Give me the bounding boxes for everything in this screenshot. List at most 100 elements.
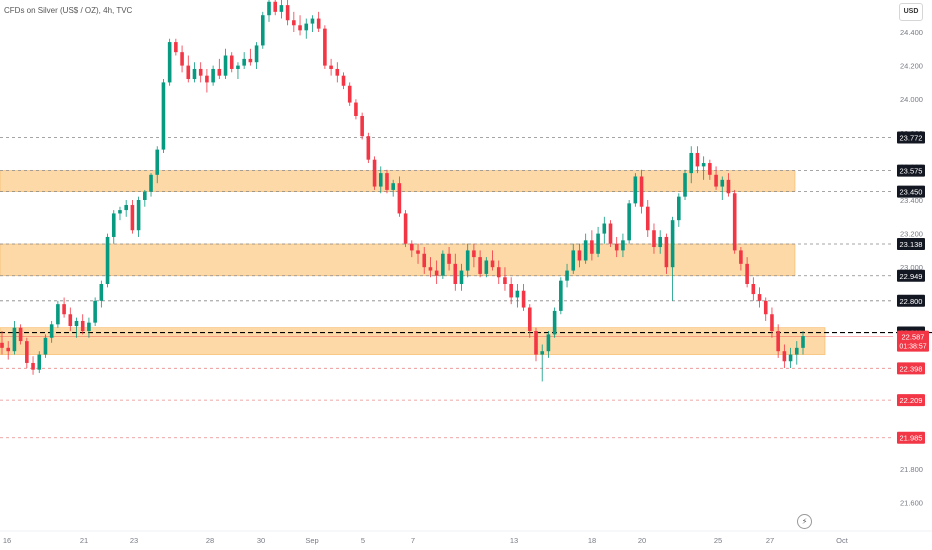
candle-body-92 xyxy=(571,250,576,271)
candle-body-119 xyxy=(739,250,743,264)
level-label-bg-9 xyxy=(897,431,925,444)
countdown-label: 01:38:57 xyxy=(899,344,926,351)
candle-body-125 xyxy=(776,331,780,352)
candle-body-6 xyxy=(37,354,42,370)
candle-body-75 xyxy=(465,250,470,271)
candle-body-111 xyxy=(689,152,694,174)
candle-body-91 xyxy=(565,270,569,281)
candle-body-0 xyxy=(0,342,4,348)
candle-body-47 xyxy=(292,20,296,26)
candle-body-16 xyxy=(99,284,104,301)
candle-body-78 xyxy=(484,260,489,274)
candle-body-68 xyxy=(422,253,427,268)
x-tick-7: 7 xyxy=(411,536,415,545)
level-label-bg-3 xyxy=(897,238,925,251)
candle-body-62 xyxy=(385,173,389,190)
x-tick-3: 28 xyxy=(206,536,214,545)
candle-body-23 xyxy=(143,191,147,200)
chart-title: CFDs on Silver (US$ / OZ), 4h, TVC xyxy=(4,6,133,15)
candle-body-108 xyxy=(670,220,675,268)
candle-body-101 xyxy=(627,203,631,241)
candle-body-61 xyxy=(378,173,383,187)
candle-body-59 xyxy=(366,136,371,160)
candle-body-107 xyxy=(664,236,669,268)
candle-body-30 xyxy=(186,65,191,80)
candle-body-76 xyxy=(472,250,476,258)
zone-1 xyxy=(0,243,796,277)
candle-body-127 xyxy=(788,354,793,362)
lightning-icon[interactable]: ⚡︎ xyxy=(797,514,812,529)
candle-body-65 xyxy=(403,213,408,244)
x-tick-5: Sep xyxy=(305,536,318,545)
candle-body-38 xyxy=(236,65,240,69)
candle-body-3 xyxy=(18,327,23,342)
candle-body-90 xyxy=(559,280,563,311)
candle-body-81 xyxy=(503,277,507,284)
candle-body-110 xyxy=(683,173,687,197)
y-tick-0: 24.400 xyxy=(900,28,923,37)
currency-button[interactable]: USD xyxy=(899,3,923,21)
candle-body-18 xyxy=(111,213,116,237)
level-label-0: 23.772 xyxy=(900,134,923,143)
candle-body-109 xyxy=(677,196,681,221)
candle-body-22 xyxy=(136,200,141,231)
candle-body-54 xyxy=(335,68,340,76)
candle-body-49 xyxy=(304,23,309,31)
candle-body-53 xyxy=(329,65,333,69)
candle-body-99 xyxy=(614,243,619,251)
candle-body-94 xyxy=(583,240,588,261)
x-tick-12: 27 xyxy=(766,536,774,545)
candle-body-58 xyxy=(360,116,364,137)
candle-body-24 xyxy=(149,174,153,192)
candle-body-98 xyxy=(608,223,613,244)
candle-body-82 xyxy=(509,284,513,298)
candle-body-105 xyxy=(652,230,656,248)
y-tick-13: 21.800 xyxy=(900,465,923,474)
candle-body-15 xyxy=(93,300,97,323)
candle-body-120 xyxy=(745,263,749,284)
candle-body-67 xyxy=(416,250,420,254)
candle-body-79 xyxy=(490,260,495,268)
candle-body-63 xyxy=(391,183,395,190)
level-label-3: 23.138 xyxy=(900,240,923,249)
candle-body-25 xyxy=(155,149,160,175)
candle-body-36 xyxy=(223,55,228,76)
level-label-2: 23.450 xyxy=(900,188,923,197)
last-price-label: 22.587 xyxy=(902,333,925,342)
candle-body-9 xyxy=(56,304,60,325)
x-tick-6: 5 xyxy=(361,536,365,545)
candle-body-31 xyxy=(192,68,197,80)
candle-body-13 xyxy=(80,320,85,332)
candle-body-104 xyxy=(645,206,650,231)
candle-body-35 xyxy=(217,68,222,76)
level-label-bg-4 xyxy=(897,269,925,282)
candle-body-114 xyxy=(708,163,712,175)
candle-body-112 xyxy=(695,152,700,167)
candle-body-5 xyxy=(31,362,35,370)
candle-body-74 xyxy=(459,270,464,284)
candle-body-11 xyxy=(68,314,73,326)
candle-body-19 xyxy=(118,210,122,214)
candle-body-69 xyxy=(428,267,433,271)
candle-body-14 xyxy=(87,322,91,332)
candle-body-32 xyxy=(198,68,203,76)
candle-body-48 xyxy=(298,25,302,31)
candle-body-27 xyxy=(167,42,172,83)
level-label-8: 22.209 xyxy=(900,396,923,405)
candle-body-72 xyxy=(447,253,451,264)
x-tick-8: 13 xyxy=(510,536,518,545)
time-axis: 16 21 23 28 30 Sep 5 7 13 18 20 25 27 Oct xyxy=(0,530,932,545)
candle-body-37 xyxy=(229,55,234,69)
candle-body-29 xyxy=(180,52,184,66)
candle-body-121 xyxy=(751,284,756,295)
level-label-bg-1 xyxy=(897,164,925,177)
x-tick-0: 16 xyxy=(3,536,11,545)
level-label-bg-2 xyxy=(897,185,925,198)
y-tick-14: 21.600 xyxy=(900,498,923,507)
candle-body-100 xyxy=(621,240,625,251)
level-label-bg-0 xyxy=(897,131,925,144)
candle-body-118 xyxy=(732,193,737,251)
candle-body-106 xyxy=(658,236,662,248)
candle-body-8 xyxy=(49,324,54,338)
